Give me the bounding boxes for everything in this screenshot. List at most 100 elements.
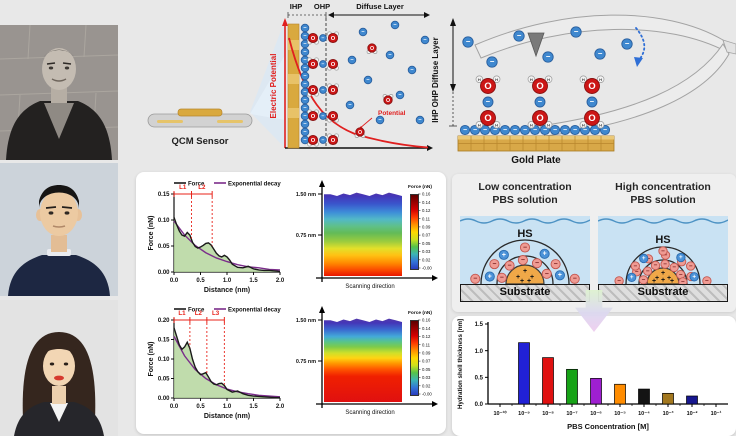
hydrogen-label: H [547, 77, 550, 82]
ion-sign: − [538, 97, 543, 106]
portrait-photo-3 [0, 300, 118, 436]
potential-axis-arrowhead [282, 18, 288, 26]
y-tick-label: 0.00 [158, 270, 170, 276]
force-curve [173, 217, 281, 273]
ion-body [509, 124, 521, 136]
ion-sign: − [574, 27, 579, 36]
gold-band-2 [288, 74, 299, 84]
ion-sign: − [423, 38, 427, 44]
oxygen-atom [327, 110, 339, 122]
hs-label-low: HS [517, 228, 533, 240]
force-map-gradient [324, 318, 402, 402]
ion-sign: − [681, 279, 685, 284]
diffuse-anion: − [420, 35, 430, 45]
ion-sign: − [672, 264, 676, 271]
ion-sign: − [705, 278, 709, 284]
afm-molecules: − − − − − − − − − − − − − − −H HO−H HOH HO−H HOH HO−H HO−−−−… [459, 26, 633, 136]
pbs-low-diagram: ++++ +−−− −−++ ++−−−− − [460, 218, 590, 284]
hydrogen-label: H [547, 122, 550, 127]
ion-body [407, 65, 417, 75]
ion-sign: + [642, 255, 646, 262]
ihp-anion-row: − [589, 124, 601, 136]
photo3-neck [52, 386, 66, 404]
water-molecule-icon: H HO [579, 110, 605, 129]
ion-body [319, 112, 327, 120]
water-molecule-icon: O [307, 134, 319, 147]
water-molecule-icon: O [327, 58, 339, 71]
pbs-low-title: Low concentration PBS solution [461, 181, 589, 206]
map-ytick-150: 1.50 nm [296, 192, 316, 198]
hydrogen-atom [527, 121, 536, 129]
ion-sign: − [635, 269, 639, 276]
hydration-shell-arc [480, 239, 570, 284]
colorbar-tick-label: 0.12 [422, 334, 431, 339]
hydrogen-label: H [530, 122, 533, 127]
bar-ytick-label: 1.5 [475, 322, 484, 328]
y-tick-label: 0.10 [158, 218, 170, 224]
gold-plate-blocks [458, 136, 614, 151]
ion-sign: − [483, 127, 487, 134]
bound-anion: − [482, 96, 494, 108]
ion-sign: − [603, 127, 607, 134]
oxygen-label: O [331, 138, 336, 144]
pbs-low-solution: + + + + + − − − − − + + + + − − − − − HS [460, 216, 590, 284]
ion-sign: + [502, 252, 506, 259]
hydrogen-label: H [599, 77, 602, 82]
ion-body [676, 252, 686, 263]
photo2-eye-left [48, 211, 54, 215]
water-molecule-icon: O [327, 133, 339, 146]
bound-anion: − [534, 96, 546, 108]
oxygen-atom [307, 134, 319, 146]
x-tick-label: 1.5 [249, 278, 258, 284]
oxygen-label: O [386, 98, 390, 104]
span-arrowhead-up [450, 18, 456, 26]
ion-sign: − [647, 256, 651, 263]
diffuse-layer-label: Diffuse Layer [356, 2, 404, 11]
ion-sign: − [303, 50, 307, 56]
qcm-sensor-label: QCM Sensor [171, 136, 228, 147]
oxygen-label: O [331, 62, 336, 68]
hydrogen-atom [544, 75, 553, 83]
ion-body [539, 248, 550, 259]
ion-body [513, 30, 525, 42]
water-molecule-icon: H HO [527, 75, 553, 94]
free-anion: − [462, 36, 474, 48]
ion-sign: − [642, 277, 646, 284]
diffuse-anion: − [347, 55, 357, 65]
hydrogen-label: H [582, 77, 585, 82]
ion-sign: + [488, 273, 492, 280]
ion-body [621, 38, 633, 50]
ion-sign: + [630, 274, 634, 281]
ion-sign: − [303, 74, 307, 80]
ion-body [643, 266, 653, 276]
bar-10⁻⁴ [638, 388, 650, 405]
hydrogen-atom [544, 121, 553, 129]
ion-sign: − [303, 106, 307, 112]
oxygen-atom [307, 32, 319, 44]
surface-charge-plus: + [670, 278, 674, 284]
oxygen-label: O [331, 36, 336, 42]
oxygen-atom [327, 58, 339, 70]
hydrogen-label: H [599, 122, 602, 127]
hydrogen-label: H [495, 77, 498, 82]
qcm-gold-pad-right [217, 120, 243, 123]
force-colorbar [410, 320, 419, 396]
ion-body [569, 273, 580, 284]
layer-marker-label: L3 [212, 310, 220, 317]
oxygen-label: O [588, 113, 595, 123]
portrait-3-art [0, 300, 118, 436]
pbs-anion: − [702, 276, 712, 284]
pbs-anion: − [569, 273, 580, 284]
photo1-eye-right [64, 66, 70, 70]
ion-sign: − [598, 49, 603, 58]
ion-body [702, 276, 712, 284]
hydrogen-atom [492, 121, 501, 129]
photo3-lips [54, 375, 64, 381]
bar-10⁻² [686, 395, 698, 405]
pbs-cation: + [627, 272, 637, 282]
diffuse-arrowhead-left [328, 12, 334, 18]
oxygen-label: O [311, 36, 316, 42]
colorbar-tick-label: 0.16 [422, 318, 431, 323]
force-area-fill [174, 217, 280, 272]
pbs-anion: − [660, 259, 670, 269]
